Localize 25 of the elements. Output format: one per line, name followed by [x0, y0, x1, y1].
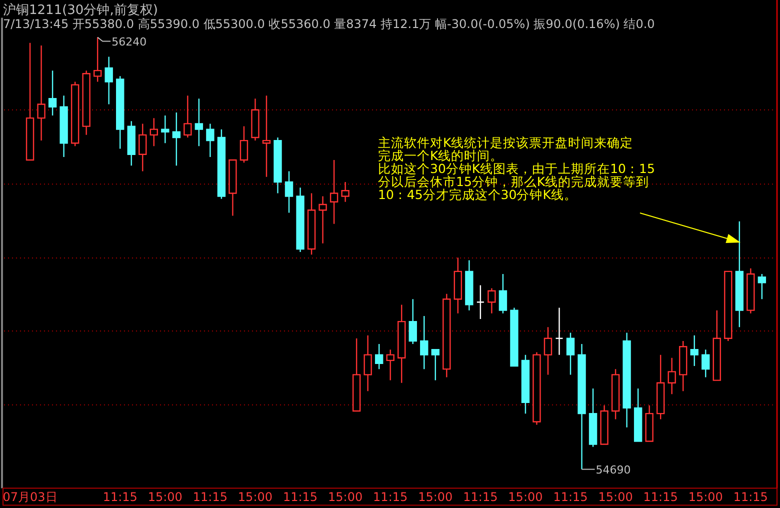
x-tick-label: 11:15	[192, 490, 228, 504]
x-tick-label: 15:00	[508, 490, 543, 504]
annotation: 比如这个30分钟K线图表，由于上期所在10：15	[378, 161, 655, 176]
x-tick-label: 15:00	[148, 490, 182, 504]
x-tick-label: 11:15	[282, 490, 318, 504]
x-tick-label: 15:00	[688, 490, 723, 504]
chart-title: 沪铜1211(30分钟,前复权)	[3, 2, 158, 18]
x-tick-label: 11:15	[463, 490, 498, 504]
x-tick-label: 11:15	[373, 490, 408, 504]
x-tick-label: 15:00	[598, 490, 633, 504]
annotation: 10：45分才完成这个30分钟K线。	[378, 187, 577, 202]
x-tick-label: 15:00	[238, 490, 273, 504]
x-tick-label: 15:00	[328, 490, 363, 504]
annotation: 56240	[112, 35, 147, 48]
x-tick-label: 07月03日	[2, 490, 58, 504]
annotation: 主流软件对K线统计是按该票开盘时间来确定	[378, 135, 634, 150]
x-tick-label: 11:15	[643, 490, 678, 504]
x-tick-label: 15:00	[418, 490, 453, 504]
annotation: 完成一个K线的时间。	[378, 148, 504, 163]
x-tick-label: 11:15	[733, 490, 768, 504]
chart-subtitle: 7/13/13:45 开55380.0 高55390.0 低55300.0 收55360.0 量8374 持12.1万 幅-30.0(-0.05%) 振90.0(0.16%) 结0.0	[3, 17, 655, 31]
annotation: 分以后会休市15分钟，那么K线的完成就要等到	[378, 174, 650, 189]
annotation: 54690	[596, 463, 631, 476]
x-tick-label: 11:15	[553, 490, 588, 504]
x-tick-label: 11:15	[102, 490, 138, 504]
